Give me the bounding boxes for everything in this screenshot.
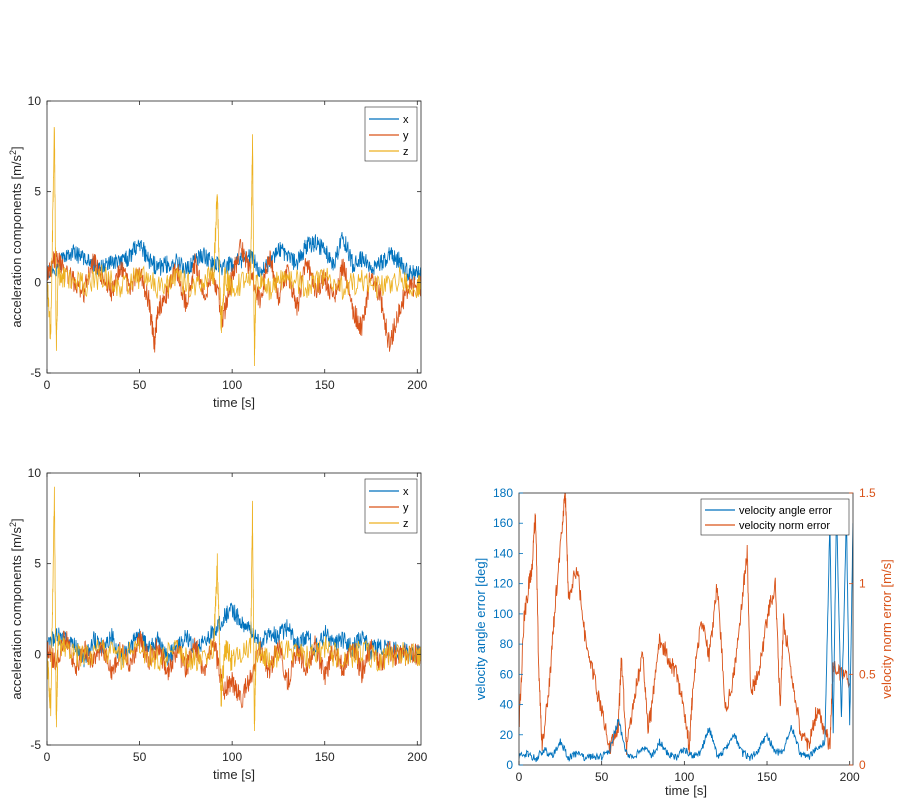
x-tick-label: 200 [407, 378, 427, 392]
y-left-tick-label: 180 [493, 486, 513, 500]
y-left-axis-label: velocity angle error [deg] [473, 558, 488, 700]
legend-label-y: y [403, 502, 409, 514]
y-left-tick-label: 140 [493, 546, 513, 560]
bottom-right-chart: 0 50 100 150 20002040608010012014016018000.5… [473, 486, 894, 798]
y-axis-label-main: acceleration components [m/s [9, 526, 24, 699]
y-right-tick-label: 1 [859, 577, 866, 591]
x-tick-label: 200 [840, 770, 860, 784]
legend-label-x: x [403, 114, 409, 126]
x-tick-label: 150 [757, 770, 777, 784]
y-right-tick-label: 0.5 [859, 667, 876, 681]
legend: velocity angle error velocity norm error [700, 498, 850, 536]
y-axis-label: acceleration components [m/s2] [8, 146, 24, 327]
legend: xyz [364, 106, 418, 162]
axes-box [518, 492, 854, 766]
y-left-tick-label: 160 [493, 516, 513, 530]
legend-label-y: y [403, 130, 409, 142]
x-tick-label: 0 [516, 770, 523, 784]
plot-area [47, 473, 421, 745]
y-right-axis-label: velocity norm error [m/s] [879, 559, 894, 698]
x-tick-label: 200 [407, 750, 427, 764]
y-tick-label: 10 [28, 94, 42, 108]
y-tick-label: 0 [34, 647, 41, 661]
y-right-tick-label: 0 [859, 758, 866, 772]
x-tick-label: 150 [315, 750, 335, 764]
legend-label-0: velocity angle error [739, 505, 832, 517]
series-line-z [47, 126, 421, 367]
series-line-y [47, 630, 421, 709]
y-axis-label-exponent: 2 [8, 522, 18, 527]
x-tick-label: 50 [133, 378, 147, 392]
legend-box [364, 106, 418, 162]
y-left-tick-label: 60 [500, 667, 514, 681]
x-tick-label: 100 [674, 770, 694, 784]
x-tick-label: 50 [133, 750, 147, 764]
y-axis-label: acceleration components [m/s2] [8, 518, 24, 699]
x-tick-label: 0 [44, 750, 51, 764]
y-left-tick-label: 0 [506, 758, 513, 772]
y-left-tick-label: 100 [493, 607, 513, 621]
series-line-velocity-norm-error [519, 493, 851, 755]
y-tick-label: -5 [30, 738, 41, 752]
y-axis-label-main: acceleration components [m/s [9, 154, 24, 327]
legend: xyz [364, 478, 418, 534]
x-tick-label: 150 [315, 378, 335, 392]
legend-box [700, 498, 850, 536]
y-tick-label: 0 [34, 275, 41, 289]
series-line-x [47, 602, 421, 668]
x-tick-label: 100 [222, 750, 242, 764]
x-tick-label: 50 [595, 770, 609, 784]
series-line-z [47, 486, 421, 732]
legend-label-z: z [403, 518, 409, 530]
y-tick-label: 5 [34, 185, 41, 199]
y-left-tick-label: 40 [500, 698, 514, 712]
y-left-tick-label: 120 [493, 577, 513, 591]
x-axis-label: time [s] [665, 783, 707, 798]
y-axis-label-exponent: 2 [8, 150, 18, 155]
y-tick-label: 5 [34, 557, 41, 571]
y-axis-label-end: ] [9, 146, 24, 150]
x-axis-label: time [s] [213, 395, 255, 410]
y-tick-label: 10 [28, 466, 42, 480]
x-tick-label: 0 [44, 378, 51, 392]
x-axis-label: time [s] [213, 767, 255, 782]
axes-box [46, 472, 422, 746]
legend-label-1: velocity norm error [739, 520, 830, 532]
axes-box [46, 100, 422, 374]
y-axis-label-end: ] [9, 518, 24, 522]
legend-label-z: z [403, 146, 409, 158]
series-line-velocity-angle-error [519, 507, 853, 763]
series-line-y [47, 238, 421, 353]
legend-label-x: x [403, 486, 409, 498]
x-tick-label: 100 [222, 378, 242, 392]
y-tick-label: -5 [30, 366, 41, 380]
y-right-tick-label: 1.5 [859, 486, 876, 500]
legend-box [364, 478, 418, 534]
y-left-tick-label: 20 [500, 728, 514, 742]
y-left-tick-label: 80 [500, 637, 514, 651]
